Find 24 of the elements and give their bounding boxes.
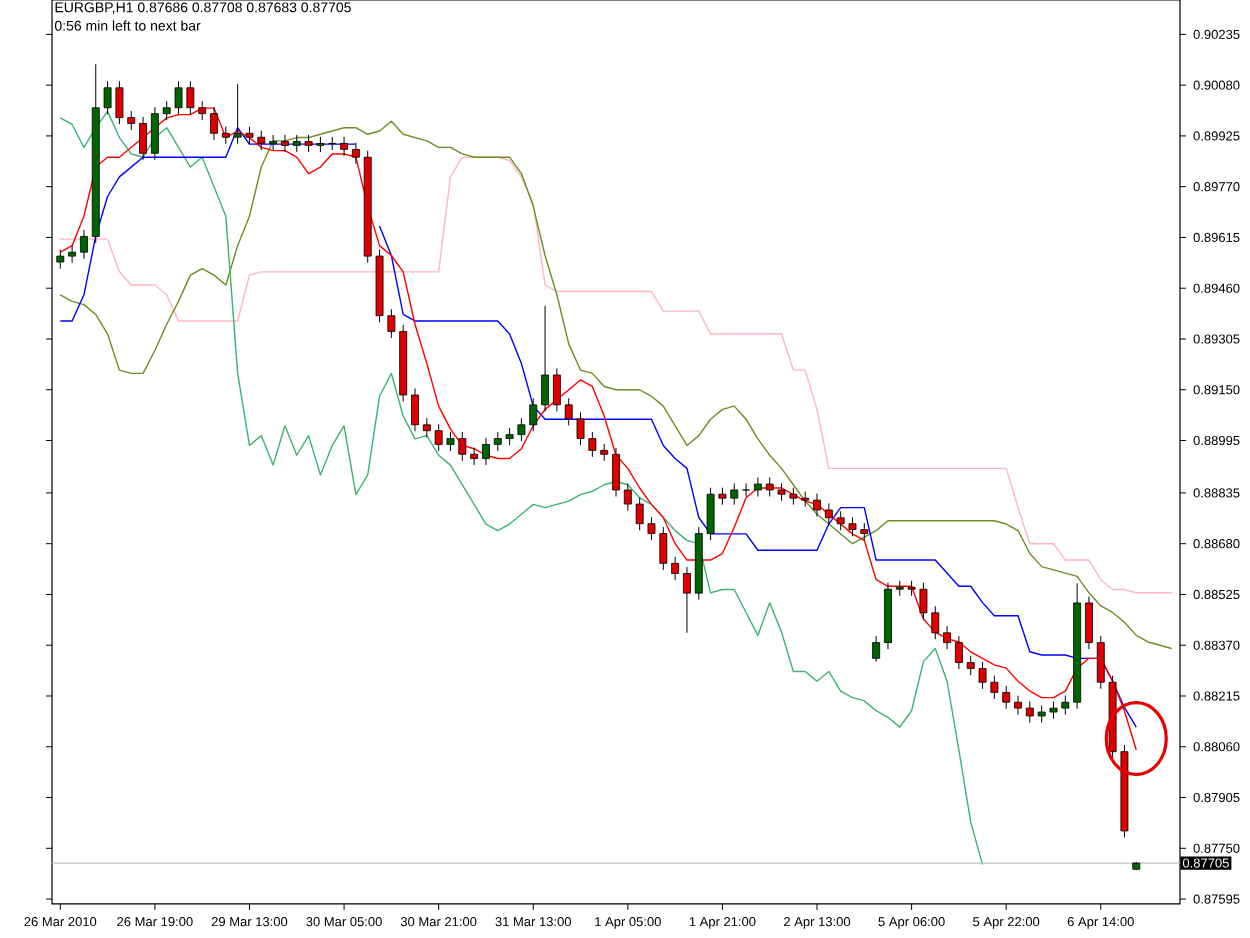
candlestick xyxy=(482,437,490,466)
candlestick xyxy=(411,387,419,432)
candlestick xyxy=(872,635,881,663)
candlestick xyxy=(1014,695,1022,716)
candlestick xyxy=(683,566,691,634)
candlestick xyxy=(1085,595,1093,650)
candlestick xyxy=(281,134,289,153)
candlestick xyxy=(753,477,762,498)
candlestick xyxy=(210,106,218,141)
candlestick xyxy=(351,142,360,165)
candlestick xyxy=(954,635,963,670)
candlestick xyxy=(742,482,751,498)
candlestick xyxy=(68,245,77,264)
candlestick xyxy=(813,493,821,517)
candlestick xyxy=(612,447,620,498)
candlestick xyxy=(340,136,349,157)
candlestick xyxy=(541,305,550,412)
candlestick xyxy=(552,367,561,412)
candlestick xyxy=(56,249,65,270)
candlestick xyxy=(79,229,88,260)
candlestick xyxy=(150,106,159,161)
candlestick xyxy=(943,625,952,650)
candlestick xyxy=(139,116,148,161)
candlestick xyxy=(269,134,278,151)
